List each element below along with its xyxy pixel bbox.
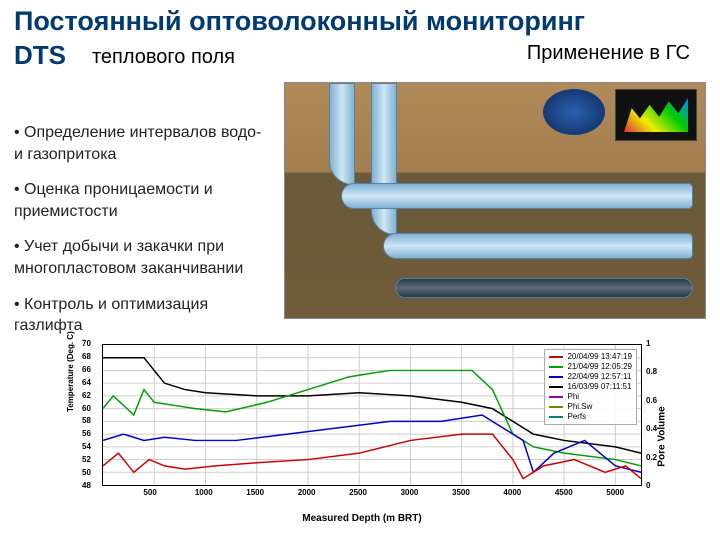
temperature-depth-chart: Temperature (Deg. C) Pore Volume Measure… (32, 336, 692, 526)
casing-vertical (371, 83, 397, 235)
bullet-list: • Определение интервалов водо- и газопри… (14, 122, 274, 351)
bullet-item: • Контроль и оптимизация газлифта (14, 294, 274, 337)
thermal-3d-icon (615, 89, 697, 141)
fiber-cable (395, 278, 693, 298)
subtitle: теплового поля (92, 46, 235, 69)
casing-horizontal (383, 233, 693, 259)
casing-horizontal (341, 183, 693, 209)
y2-axis-label: Pore Volume (656, 406, 667, 466)
casing-vertical (329, 83, 355, 185)
application-label: Применение в ГС (527, 42, 690, 65)
slide-title: Постоянный оптоволоконный мониторинг (14, 6, 585, 37)
chart-legend: 20/04/99 13:47:1921/04/99 12:05:2922/04/… (544, 349, 637, 425)
operator-icon (543, 89, 605, 135)
x-axis-label: Measured Depth (m BRT) (32, 513, 692, 524)
bullet-item: • Учет добычи и закачки при многопластов… (14, 236, 274, 279)
dts-label: DTS (14, 40, 66, 71)
bullet-item: • Оценка проницаемости и приемистости (14, 179, 274, 222)
plot-area: 20/04/99 13:47:1921/04/99 12:05:2922/04/… (102, 344, 642, 486)
bullet-item: • Определение интервалов водо- и газопри… (14, 122, 274, 165)
well-illustration (284, 82, 706, 319)
